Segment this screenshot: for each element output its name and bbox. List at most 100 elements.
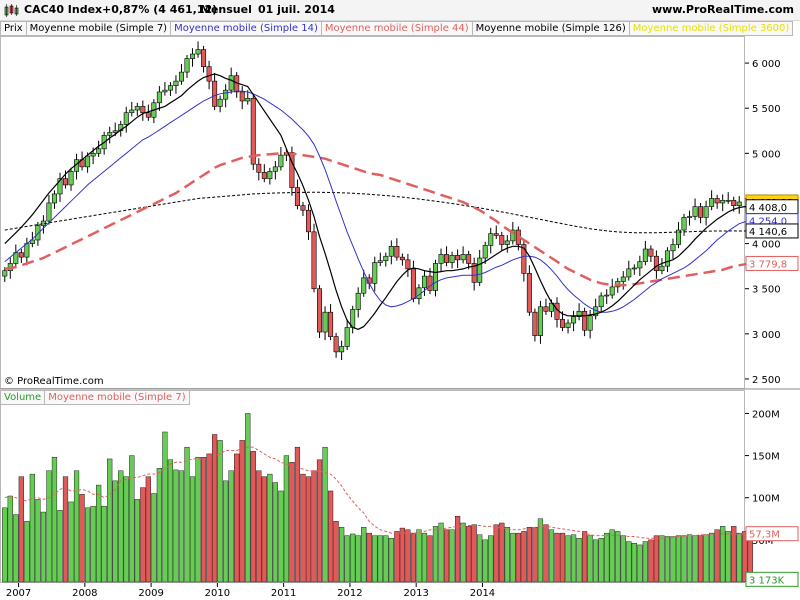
volume-bar [377, 535, 383, 583]
volume-label-box [745, 571, 799, 587]
chart-symbol: CAC40 Index [24, 3, 103, 16]
candle-body [35, 225, 41, 241]
volume-y-tick-label: 100M [752, 494, 780, 505]
volume-bar [449, 529, 455, 583]
volume-ma7-line [4, 446, 751, 539]
candle-body [278, 154, 284, 168]
watermark: © ProRealTime.com [4, 376, 104, 387]
candle-body [499, 235, 505, 245]
ma14-line [4, 90, 751, 313]
volume-bar [18, 476, 24, 583]
candle-body [587, 315, 593, 331]
volume-bar [631, 543, 637, 583]
volume-bar [443, 529, 450, 583]
volume-bar [272, 482, 278, 583]
volume-bar [653, 535, 660, 583]
volume-bar [239, 440, 245, 583]
volume-bar [256, 470, 262, 583]
price-y-tick-label: 5 500 [752, 104, 781, 115]
candle-body [156, 91, 162, 104]
volume-bar [62, 476, 69, 583]
corner [745, 583, 800, 600]
volume-label-box [745, 526, 799, 542]
candle-body [736, 201, 742, 206]
volume-bar [499, 522, 505, 583]
volume-bar [134, 499, 140, 583]
price-legend-item[interactable]: Prix [0, 21, 27, 36]
candle-body [239, 91, 245, 102]
candle-body [63, 178, 69, 186]
volume-bar [2, 507, 8, 583]
candle-body [68, 171, 74, 186]
volume-bar [637, 544, 643, 583]
price-label: 3 779,8 [749, 259, 787, 270]
site-url[interactable]: www.ProRealTime.com [651, 3, 794, 16]
candle-body [421, 275, 427, 289]
candle-body [90, 153, 96, 157]
candle-body [212, 80, 218, 107]
volume-bar [554, 532, 560, 583]
volume-bar [40, 511, 47, 583]
candle-body [626, 268, 632, 278]
price-plot-frame [0, 36, 745, 389]
price-y-tick-label: 4 000 [752, 240, 781, 251]
volume-bar [84, 507, 91, 583]
volume-bar [725, 531, 731, 583]
price-legend-item[interactable]: Moyenne mobile (Simple 44) [321, 21, 473, 36]
volume-bar [709, 532, 715, 583]
candle-body [305, 209, 311, 233]
candle-body [598, 295, 604, 308]
x-tick-label: 2014 [470, 588, 495, 599]
ma44-line [4, 152, 751, 287]
candles [2, 41, 742, 361]
candle-body [477, 257, 483, 283]
candle-body [317, 288, 323, 333]
volume-bar [576, 537, 582, 583]
x-tick-label: 2008 [72, 588, 97, 599]
candle-body [438, 254, 444, 264]
candle-body [245, 97, 251, 102]
candle-body [709, 198, 715, 207]
volume-bar [68, 501, 74, 583]
volume-bar [714, 529, 720, 583]
volume-bar [438, 522, 444, 583]
candle-body [449, 255, 455, 263]
volume-bar [184, 446, 190, 583]
price-legend-item[interactable]: Moyenne mobile (Simple 14) [171, 21, 322, 36]
volume-bar [466, 526, 472, 583]
volume-bar [548, 529, 555, 583]
volume-bars [2, 413, 753, 583]
volume-bar [493, 524, 499, 583]
volume-bar [96, 484, 102, 583]
candle-body [471, 263, 477, 283]
price-y-tick-label: 3 000 [752, 330, 781, 341]
candle-body [720, 199, 726, 204]
volume-bar [399, 527, 405, 583]
volume-bar [73, 470, 80, 583]
price-legend-item[interactable]: Moyenne mobile (Simple 126) [472, 21, 630, 36]
price-legend-item[interactable]: Moyenne mobile (Simple 3600) [629, 21, 794, 36]
volume-bar [327, 490, 334, 583]
candle-body [118, 124, 124, 132]
price-legend-item[interactable]: Moyenne mobile (Simple 7) [26, 21, 172, 36]
price-y-tick-label: 6 000 [752, 59, 781, 70]
chart-period: Mensuel [200, 3, 252, 16]
volume-bar [410, 532, 417, 583]
candle-body [51, 193, 57, 204]
volume-bar [29, 473, 35, 583]
price-label: 4 408,0 [749, 203, 787, 214]
x-tick-label: 2009 [138, 588, 163, 599]
candle-body [394, 245, 400, 258]
candle-body [123, 112, 129, 125]
volume-bar [692, 535, 698, 583]
x-tick-label: 2010 [205, 588, 230, 599]
volume-plot-frame [0, 390, 745, 583]
candle-body [184, 58, 190, 73]
candle-body [57, 178, 63, 195]
volume-bar [582, 531, 588, 583]
candle-body [664, 250, 670, 267]
candle-body [24, 243, 30, 258]
candle-body [681, 217, 687, 231]
volume-legend: Volume Moyenne mobile (Simple 7) [0, 390, 190, 405]
